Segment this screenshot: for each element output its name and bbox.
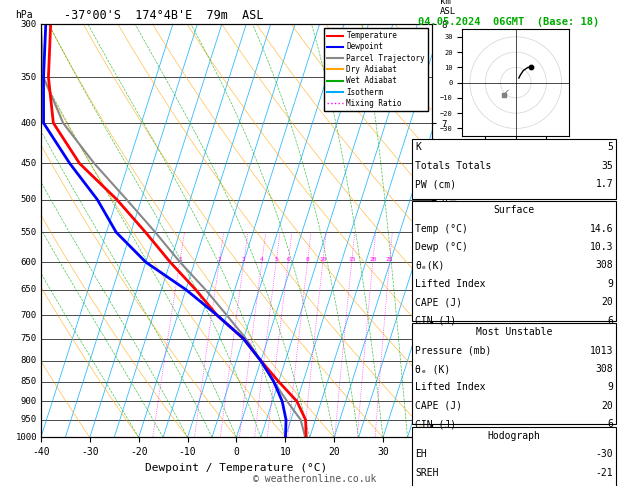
- Text: -37°00'S  174°4B'E  79m  ASL: -37°00'S 174°4B'E 79m ASL: [64, 9, 264, 22]
- Text: LCL: LCL: [440, 416, 455, 424]
- Text: PW (cm): PW (cm): [415, 179, 456, 190]
- Text: 600: 600: [21, 258, 37, 267]
- Text: Dewp (°C): Dewp (°C): [415, 242, 468, 252]
- Text: 35: 35: [601, 161, 613, 171]
- Text: Pressure (mb): Pressure (mb): [415, 346, 491, 356]
- Text: 20: 20: [601, 297, 613, 308]
- Text: 10: 10: [319, 257, 326, 262]
- Text: 900: 900: [21, 397, 37, 406]
- Text: 550: 550: [21, 228, 37, 237]
- Text: 04.05.2024  06GMT  (Base: 18): 04.05.2024 06GMT (Base: 18): [418, 17, 599, 27]
- Text: 700: 700: [21, 311, 37, 319]
- X-axis label: Dewpoint / Temperature (°C): Dewpoint / Temperature (°C): [145, 463, 328, 473]
- Text: 9: 9: [608, 279, 613, 289]
- Text: 20: 20: [601, 401, 613, 411]
- Point: [526, 64, 536, 71]
- Text: 750: 750: [21, 334, 37, 343]
- Text: Hodograph: Hodograph: [487, 431, 541, 441]
- Text: CAPE (J): CAPE (J): [415, 401, 462, 411]
- Text: 450: 450: [21, 159, 37, 168]
- Text: 500: 500: [21, 195, 37, 204]
- Text: 20: 20: [369, 257, 377, 262]
- Text: 5: 5: [274, 257, 278, 262]
- Text: 5: 5: [608, 142, 613, 153]
- Text: Temp (°C): Temp (°C): [415, 224, 468, 234]
- Text: 800: 800: [21, 356, 37, 365]
- Text: 25: 25: [386, 257, 393, 262]
- Text: 308: 308: [596, 364, 613, 374]
- Text: Surface: Surface: [494, 205, 535, 215]
- Text: 1.7: 1.7: [596, 179, 613, 190]
- Text: 300: 300: [21, 20, 37, 29]
- Text: 1000: 1000: [16, 433, 37, 442]
- Text: 10.3: 10.3: [590, 242, 613, 252]
- Text: km
ASL: km ASL: [440, 0, 456, 16]
- Text: CAPE (J): CAPE (J): [415, 297, 462, 308]
- Text: 14.6: 14.6: [590, 224, 613, 234]
- Text: SREH: SREH: [415, 468, 438, 478]
- Legend: Temperature, Dewpoint, Parcel Trajectory, Dry Adiabat, Wet Adiabat, Isotherm, Mi: Temperature, Dewpoint, Parcel Trajectory…: [325, 28, 428, 111]
- Text: -30: -30: [596, 449, 613, 459]
- Text: Most Unstable: Most Unstable: [476, 327, 552, 337]
- Text: hPa: hPa: [16, 10, 33, 20]
- Text: 4: 4: [260, 257, 264, 262]
- Text: © weatheronline.co.uk: © weatheronline.co.uk: [253, 473, 376, 484]
- Text: 1013: 1013: [590, 346, 613, 356]
- Text: Totals Totals: Totals Totals: [415, 161, 491, 171]
- Text: EH: EH: [415, 449, 427, 459]
- Text: 15: 15: [348, 257, 355, 262]
- Y-axis label: Mixing Ratio (g/kg): Mixing Ratio (g/kg): [449, 175, 459, 287]
- Text: 2: 2: [218, 257, 221, 262]
- Text: -21: -21: [596, 468, 613, 478]
- X-axis label: kt: kt: [462, 153, 472, 162]
- Text: CIN (J): CIN (J): [415, 419, 456, 430]
- Text: 350: 350: [21, 73, 37, 82]
- Text: 950: 950: [21, 416, 37, 424]
- Text: K: K: [415, 142, 421, 153]
- Text: 6: 6: [608, 419, 613, 430]
- Text: 9: 9: [608, 382, 613, 393]
- Text: 400: 400: [21, 119, 37, 127]
- Text: 650: 650: [21, 285, 37, 294]
- Text: 6: 6: [608, 316, 613, 326]
- Text: 1: 1: [178, 257, 182, 262]
- Text: 3: 3: [242, 257, 246, 262]
- Text: CIN (J): CIN (J): [415, 316, 456, 326]
- Text: 8: 8: [306, 257, 309, 262]
- Text: 6: 6: [286, 257, 290, 262]
- Text: Lifted Index: Lifted Index: [415, 382, 486, 393]
- Text: θₑ (K): θₑ (K): [415, 364, 450, 374]
- Text: 308: 308: [596, 260, 613, 271]
- Text: θₑ(K): θₑ(K): [415, 260, 445, 271]
- Text: 850: 850: [21, 377, 37, 386]
- Point: [499, 91, 509, 99]
- Text: Lifted Index: Lifted Index: [415, 279, 486, 289]
